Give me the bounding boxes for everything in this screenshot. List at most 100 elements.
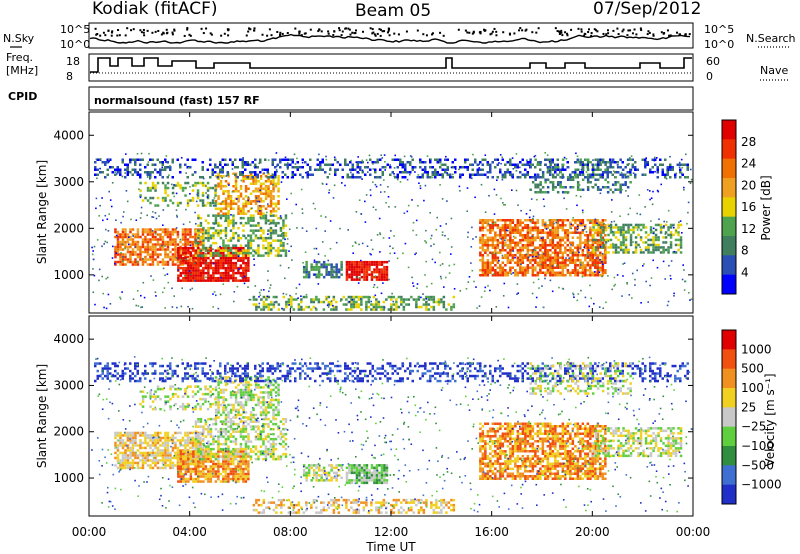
echo-cell xyxy=(116,461,120,465)
echo-cell xyxy=(637,226,640,229)
echo-cell xyxy=(564,274,567,277)
echo-cell xyxy=(519,231,522,234)
scatter-cell xyxy=(536,198,538,201)
scatter-cell xyxy=(321,241,324,243)
scatter-cell xyxy=(268,223,271,225)
echo-cell xyxy=(574,176,577,179)
echo-cell xyxy=(182,279,185,282)
echo-cell xyxy=(391,171,394,174)
echo-cell xyxy=(539,239,542,242)
echo-cell xyxy=(149,238,152,241)
scatter-cell xyxy=(545,228,548,230)
echo-cell xyxy=(119,240,122,244)
power-colorbar-color-step xyxy=(722,158,736,179)
echo-cell xyxy=(207,279,210,282)
echo-cell xyxy=(116,238,120,241)
scatter-cell xyxy=(531,292,534,295)
echo-cell xyxy=(382,300,386,304)
noise-search-dot xyxy=(381,30,384,33)
echo-cell xyxy=(519,256,522,259)
echo-cell xyxy=(375,298,378,301)
scatter-cell xyxy=(441,198,444,200)
scatter-cell xyxy=(611,230,614,233)
echo-cell xyxy=(579,271,582,274)
scatter-cell xyxy=(480,183,483,186)
scatter-cell xyxy=(300,188,303,191)
echo-cell xyxy=(432,308,436,311)
echo-cell xyxy=(677,233,680,237)
echo-cell xyxy=(634,248,638,252)
scatter-cell xyxy=(585,171,588,173)
echo-cell xyxy=(279,226,283,230)
scatter-cell xyxy=(663,220,665,223)
scatter-cell xyxy=(531,255,534,258)
echo-cell xyxy=(237,251,240,255)
echo-cell xyxy=(124,459,127,462)
echo-cell xyxy=(549,166,552,169)
echo-cell xyxy=(599,251,602,254)
echo-cell xyxy=(201,181,205,185)
echo-cell xyxy=(217,254,220,257)
scatter-cell xyxy=(189,221,191,223)
echo-cell xyxy=(119,168,122,171)
echo-cell xyxy=(373,260,376,264)
scatter-cell xyxy=(423,199,425,202)
echo-cell xyxy=(484,241,487,244)
scatter-cell xyxy=(315,227,318,230)
echo-cell xyxy=(301,166,304,169)
echo-cell xyxy=(514,163,517,166)
echo-cell xyxy=(383,260,386,264)
echo-cell xyxy=(254,180,258,183)
echo-cell xyxy=(237,239,240,242)
echo-cell xyxy=(171,186,175,190)
echo-cell xyxy=(479,226,482,229)
noise-search-dot xyxy=(353,32,356,35)
echo-cell xyxy=(124,176,127,179)
scatter-cell xyxy=(426,155,429,157)
echo-cell xyxy=(171,228,175,231)
echo-cell xyxy=(181,263,185,266)
echo-cell xyxy=(541,256,545,259)
echo-cell xyxy=(214,204,217,207)
echo-cell xyxy=(267,190,270,193)
echo-cell xyxy=(617,251,620,254)
scatter-cell xyxy=(305,230,308,232)
echo-cell xyxy=(330,273,333,276)
echo-cell xyxy=(511,226,515,229)
echo-cell xyxy=(209,259,213,262)
scatter-cell xyxy=(476,307,478,309)
scatter-cell xyxy=(575,152,577,155)
echo-cell xyxy=(399,171,402,174)
scatter-cell xyxy=(123,211,125,213)
echo-cell xyxy=(501,269,505,272)
echo-cell xyxy=(161,199,165,202)
echo-cell xyxy=(189,235,192,239)
echo-cell xyxy=(529,188,532,191)
echo-cell xyxy=(144,171,147,174)
echo-cell xyxy=(529,241,532,244)
scatter-cell xyxy=(581,209,584,212)
echo-cell xyxy=(306,173,309,176)
echo-cell xyxy=(191,173,194,176)
echo-cell xyxy=(187,264,190,267)
echo-cell xyxy=(256,173,259,176)
echo-cell xyxy=(652,251,655,254)
scatter-cell xyxy=(267,279,269,282)
echo-cell xyxy=(186,238,190,241)
echo-cell xyxy=(596,261,600,264)
echo-cell xyxy=(376,161,379,164)
echo-cell xyxy=(161,248,165,251)
scatter-cell xyxy=(425,298,427,300)
echo-cell xyxy=(151,181,155,185)
scatter-cell xyxy=(254,285,257,287)
echo-cell xyxy=(554,186,557,189)
echo-cell xyxy=(141,461,145,465)
echo-cell xyxy=(652,231,655,234)
echo-cell xyxy=(181,235,185,239)
echo-cell xyxy=(365,270,369,274)
scatter-cell xyxy=(185,258,187,261)
noise-search-dot xyxy=(479,32,482,35)
echo-cell xyxy=(94,161,97,164)
echo-cell xyxy=(644,226,648,229)
echo-cell xyxy=(534,166,537,169)
